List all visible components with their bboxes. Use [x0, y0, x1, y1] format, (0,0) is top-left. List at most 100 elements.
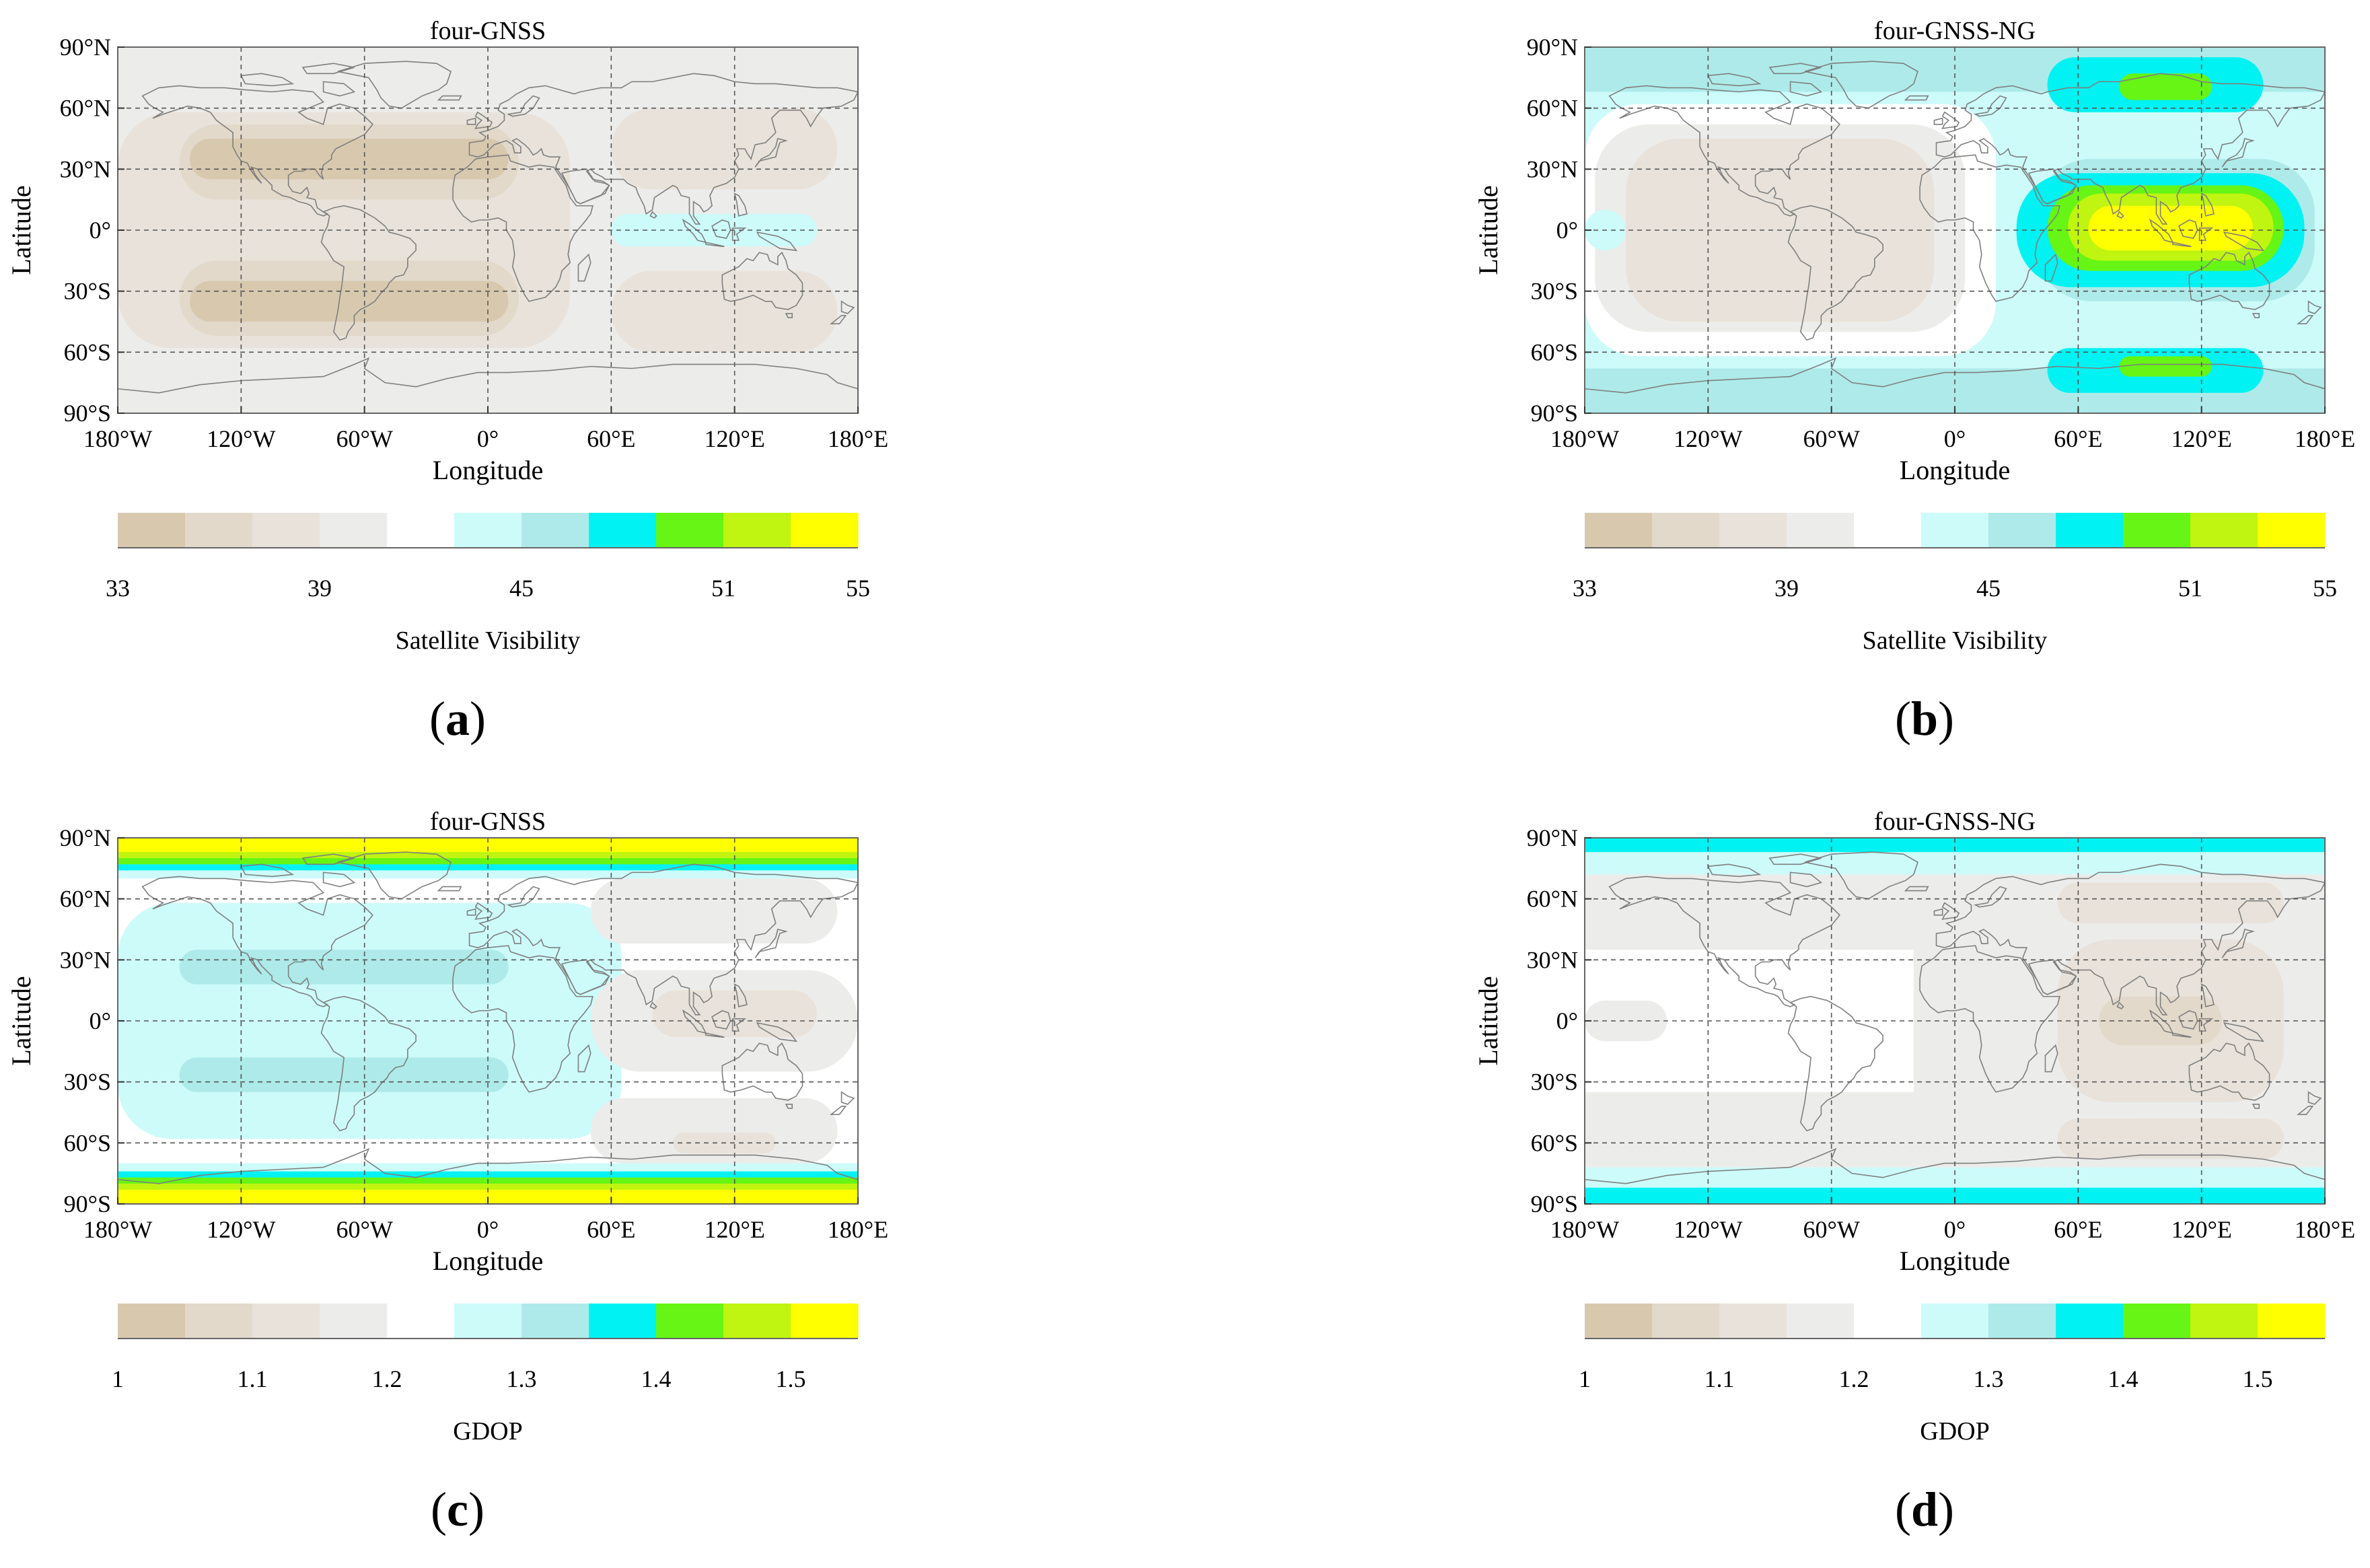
colorbar-swatch — [656, 513, 724, 548]
contour-region-5 — [189, 281, 509, 322]
x-tick-label: 180°E — [828, 1216, 888, 1243]
colorbar-swatch — [2056, 1304, 2124, 1339]
x-tick-label: 120°W — [1674, 425, 1742, 452]
colorbar-swatch — [118, 513, 186, 548]
colorbar-tick-label: 33 — [1573, 575, 1597, 602]
contour-region-4 — [189, 139, 509, 180]
y-tick-label: 60°S — [1531, 1129, 1578, 1156]
colorbar-swatch — [589, 513, 657, 548]
colorbar-tick-label: 1.3 — [1974, 1365, 2004, 1392]
colorbar-swatch — [454, 1304, 522, 1339]
panel-label: (a) — [429, 692, 486, 746]
y-axis-label: Latitude — [1473, 185, 1503, 275]
y-tick-label: 30°S — [1531, 1069, 1578, 1096]
chart-title: four-GNSS-NG — [1874, 17, 2036, 45]
colorbar-tick-label: 45 — [1976, 575, 2001, 602]
x-tick-label: 60°W — [1803, 1216, 1859, 1243]
colorbar-swatch — [2123, 1304, 2191, 1339]
colorbar-tick-label: 39 — [308, 575, 332, 602]
colorbar-swatch — [1787, 513, 1855, 548]
contour-region-5 — [590, 878, 838, 944]
contour-region-12 — [118, 838, 858, 853]
x-tick-label: 0° — [477, 425, 499, 452]
y-tick-label: 0° — [1556, 1007, 1578, 1034]
colorbar-swatch — [2123, 513, 2191, 548]
colorbar-tick-label: 55 — [846, 575, 870, 602]
panel-label: (d) — [1895, 1483, 1954, 1536]
colorbar-swatch — [1652, 1304, 1720, 1339]
contour-region-12 — [2119, 73, 2212, 100]
colorbar-swatch — [522, 513, 589, 548]
colorbar-swatch — [252, 1304, 320, 1339]
colorbar-swatch — [2056, 513, 2124, 548]
x-axis-label: Longitude — [433, 1246, 543, 1276]
contour-region-0 — [118, 902, 622, 1139]
colorbar-tick-label: 51 — [2178, 575, 2202, 602]
colorbar-tick-label: 1.4 — [2108, 1365, 2139, 1392]
y-tick-label: 60°S — [64, 338, 111, 365]
panel-b: 180°W 120°W 60°W 0° 60°E 120°E 180°E 90°N 60°N 30… — [1473, 17, 2355, 746]
colorbar-swatch — [1921, 513, 1989, 548]
x-tick-label: 60°E — [2054, 1216, 2102, 1243]
x-tick-label: 180°E — [2295, 1216, 2355, 1243]
x-tick-label: 60°W — [1803, 425, 1859, 452]
colorbar-swatch — [1787, 1304, 1855, 1339]
colorbar-tick-label: 1.5 — [2243, 1365, 2273, 1392]
y-tick-label: 30°N — [60, 155, 111, 182]
y-axis-label: Latitude — [1473, 976, 1503, 1065]
x-tick-label: 60°E — [587, 425, 635, 452]
panel-a: 180°W 120°W 60°W 0° 60°E 120°E 180°E 90°N 60°N 30… — [6, 17, 888, 746]
x-axis-label: Longitude — [1900, 1246, 2010, 1276]
colorbar-tick-label: 51 — [711, 575, 735, 602]
panel-c: 180°W 120°W 60°W 0° 60°E 120°E 180°E 90°N 60°N 30… — [6, 808, 888, 1536]
colorbar-swatch — [1854, 513, 1922, 548]
contour-region-7 — [2057, 1118, 2284, 1160]
x-tick-label: 60°E — [2054, 425, 2102, 452]
y-tick-label: 60°N — [60, 95, 111, 122]
colorbar-swatch — [1988, 1304, 2056, 1339]
contour-region-2 — [1585, 1000, 1667, 1042]
x-tick-label: 0° — [477, 1216, 499, 1243]
y-tick-label: 30°S — [64, 1069, 111, 1096]
x-tick-label: 0° — [1944, 425, 1966, 452]
colorbar-swatch — [2258, 513, 2326, 548]
colorbar-swatch — [1854, 1304, 1922, 1339]
y-tick-label: 60°S — [1531, 338, 1578, 365]
y-tick-label: 0° — [1556, 217, 1578, 244]
y-tick-label: 90°N — [1527, 824, 1578, 851]
colorbar-tick-label: 1.2 — [1839, 1365, 1869, 1392]
colorbar-swatch — [1719, 1304, 1787, 1339]
colorbar-tick-label: 33 — [106, 575, 130, 602]
y-tick-label: 30°S — [64, 278, 111, 305]
colorbar-swatch — [185, 513, 253, 548]
colorbar-swatch — [723, 1304, 791, 1339]
x-tick-label: 180°W — [83, 425, 152, 452]
y-tick-label: 60°S — [64, 1129, 111, 1156]
x-tick-label: 120°W — [1674, 1216, 1742, 1243]
y-tick-label: 60°N — [60, 886, 111, 913]
contour-region-7 — [580, 47, 858, 104]
x-tick-label: 180°E — [2295, 425, 2355, 452]
colorbar-swatch — [454, 513, 522, 548]
x-tick-label: 60°E — [587, 1216, 635, 1243]
colorbar-swatch — [2258, 1304, 2326, 1339]
colorbar-tick-label: 1.1 — [238, 1365, 268, 1392]
colorbar-tick-label: 39 — [1774, 575, 1799, 602]
y-axis-label: Latitude — [6, 976, 36, 1065]
contour-region-1 — [179, 950, 509, 985]
colorbar-swatch — [723, 513, 791, 548]
chart-title: four-GNSS — [430, 808, 546, 836]
y-tick-label: 0° — [89, 217, 111, 244]
y-tick-label: 30°N — [1527, 155, 1578, 182]
x-tick-label: 180°E — [828, 425, 888, 452]
contour-region-9 — [611, 271, 838, 353]
colorbar-tick-label: 1.3 — [507, 1365, 537, 1392]
colorbar-tick-label: 1.2 — [372, 1365, 402, 1392]
colorbar-swatch — [522, 1304, 589, 1339]
y-tick-label: 90°S — [1531, 1190, 1578, 1217]
contour-region-14 — [2119, 356, 2212, 377]
y-tick-label: 90°N — [60, 824, 111, 851]
contour-region-10 — [2088, 205, 2254, 251]
x-tick-label: 120°E — [2171, 1216, 2231, 1243]
